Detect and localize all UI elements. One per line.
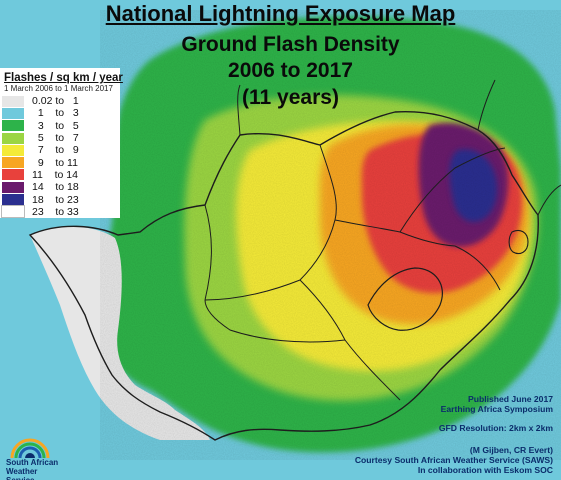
legend-swatch (2, 194, 24, 206)
map-subtitle-line2: 2006 to 2017 (228, 59, 353, 82)
credits-note: (M Gijben, CR Evert) Courtesy South Afri… (355, 445, 553, 475)
legend-label: 11 to 14 (32, 168, 78, 181)
courtesy-text: Courtesy South African Weather Service (… (354, 455, 553, 465)
density-legend: Flashes / sq km / year 1 March 2006 to 1… (0, 68, 123, 219)
legend-row: 5 to 7 (2, 132, 120, 144)
legend-label: 1 to 3 (32, 107, 79, 120)
legend-label: 3 to 5 (32, 119, 79, 132)
legend-swatch (2, 169, 24, 181)
density-zone-0-1 (30, 226, 210, 440)
legend-row: 0.02 to 1 (2, 95, 120, 107)
publication-note: Published June 2017 Earthing Africa Symp… (441, 394, 553, 414)
legend-row: 9 to 11 (2, 156, 120, 169)
legend-title: Flashes / sq km / year (4, 72, 123, 84)
legend-rows: 0.02 to 1 1 to 3 3 to 5 5 to 7 7 to 9 9 … (0, 95, 120, 219)
map-subtitle-line1: Ground Flash Density (181, 33, 400, 56)
eswatini-outline (508, 229, 529, 255)
legend-swatch (2, 95, 24, 107)
saws-logo-text: South African Weather Service (6, 458, 66, 480)
legend-swatch (2, 107, 24, 119)
country-outline (28, 110, 539, 441)
legend-label: 18 to 23 (32, 193, 79, 206)
authors-text: (M Gijben, CR Evert) (469, 445, 553, 455)
legend-swatch (2, 181, 24, 193)
legend-row: 23 to 33 (1, 205, 120, 219)
legend-label: 9 to 11 (32, 156, 78, 169)
map-subtitle-line3: (11 years) (242, 86, 339, 109)
saws-logo-icon (10, 438, 50, 459)
legend-label: 14 to 18 (32, 181, 79, 194)
legend-row: 14 to 18 (2, 181, 120, 193)
lesotho-outline (367, 267, 443, 331)
legend-label: 5 to 7 (32, 132, 79, 145)
symposium-name: Earthing Africa Symposium (440, 404, 553, 414)
legend-swatch (1, 205, 25, 219)
province-borders (204, 144, 506, 401)
legend-label: 23 to 33 (32, 205, 79, 218)
map-title: National Lightning Exposure Map (105, 1, 456, 26)
resolution-note: GFD Resolution: 2km x 2km (439, 423, 553, 433)
legend-row: 11 to 14 (2, 169, 120, 181)
published-date: Published June 2017 (467, 394, 553, 404)
collaboration-text: In collaboration with Eskom SOC (417, 465, 553, 475)
logo-line1: South African (6, 458, 59, 467)
legend-label: 0.02 to 1 (32, 95, 79, 108)
legend-row: 1 to 3 (2, 107, 120, 119)
legend-swatch (2, 120, 24, 132)
logo-line2: Weather Service (6, 467, 38, 480)
resolution-text: GFD Resolution: 2km x 2km (438, 423, 553, 433)
legend-swatch (2, 157, 24, 169)
legend-label: 7 to 9 (32, 144, 79, 157)
legend-row: 7 to 9 (2, 144, 120, 156)
legend-swatch (2, 132, 24, 144)
legend-row: 18 to 23 (2, 193, 120, 206)
legend-row: 3 to 5 (2, 120, 120, 132)
legend-period: 1 March 2006 to 1 March 2017 (4, 84, 113, 93)
neighbour-borders (237, 79, 561, 216)
legend-swatch (2, 144, 24, 156)
